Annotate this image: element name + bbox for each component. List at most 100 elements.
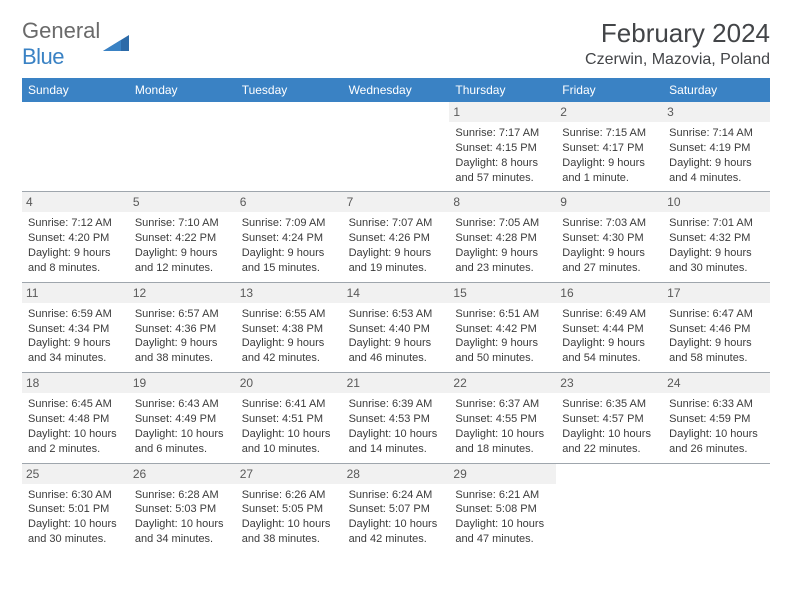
col-sat: Saturday	[663, 78, 770, 102]
day-number: 14	[343, 283, 450, 303]
day-number: 11	[22, 283, 129, 303]
calendar-cell: 25 Sunrise: 6:30 AMSunset: 5:01 PMDayligh…	[22, 464, 129, 553]
sun-details: Sunrise: 6:53 AMSunset: 4:40 PMDaylight:…	[349, 307, 444, 366]
day-number: 22	[449, 373, 556, 393]
calendar-cell: 12Sunrise: 6:57 AMSunset: 4:36 PMDayligh…	[129, 283, 236, 372]
sun-details: Sunrise: 6:49 AMSunset: 4:44 PMDaylight:…	[562, 307, 657, 366]
col-wed: Wednesday	[343, 78, 450, 102]
calendar-cell	[236, 102, 343, 191]
col-mon: Monday	[129, 78, 236, 102]
calendar-cell: 1 Sunrise: 7:17 AMSunset: 4:15 PMDaylight…	[449, 102, 556, 191]
day-number: 13	[236, 283, 343, 303]
calendar-week: 1 Sunrise: 7:17 AMSunset: 4:15 PMDaylight…	[22, 102, 770, 191]
calendar-week: 4 Sunrise: 7:12 AMSunset: 4:20 PMDaylight…	[22, 191, 770, 281]
calendar-cell: 29 Sunrise: 6:21 AMSunset: 5:08 PMDayligh…	[449, 464, 556, 553]
col-thu: Thursday	[449, 78, 556, 102]
day-number: 8	[449, 192, 556, 212]
calendar-cell: 8 Sunrise: 7:05 AMSunset: 4:28 PMDaylight…	[449, 192, 556, 281]
calendar-cell: 28Sunrise: 6:24 AMSunset: 5:07 PMDayligh…	[343, 464, 450, 553]
sun-details: Sunrise: 7:09 AMSunset: 4:24 PMDaylight:…	[242, 216, 337, 275]
calendar-cell	[129, 102, 236, 191]
triangle-icon	[103, 35, 129, 56]
sun-details: Sunrise: 6:21 AMSunset: 5:08 PMDaylight:…	[455, 488, 550, 547]
calendar-week: 11 Sunrise: 6:59 AMSunset: 4:34 PMDayligh…	[22, 282, 770, 372]
sun-details: Sunrise: 6:59 AMSunset: 4:34 PMDaylight:…	[28, 307, 123, 366]
calendar-cell: 2 Sunrise: 7:15 AMSunset: 4:17 PMDaylight…	[556, 102, 663, 191]
day-number: 26	[129, 464, 236, 484]
day-number: 3	[663, 102, 770, 122]
calendar-week: 18 Sunrise: 6:45 AMSunset: 4:48 PMDayligh…	[22, 372, 770, 462]
calendar-cell: 15 Sunrise: 6:51 AMSunset: 4:42 PMDayligh…	[449, 283, 556, 372]
sun-details: Sunrise: 7:17 AMSunset: 4:15 PMDaylight:…	[455, 126, 550, 185]
calendar-cell	[556, 464, 663, 553]
calendar-cell	[663, 464, 770, 553]
day-number: 20	[236, 373, 343, 393]
calendar-cell: 19Sunrise: 6:43 AMSunset: 4:49 PMDayligh…	[129, 373, 236, 462]
calendar-cell	[22, 102, 129, 191]
sun-details: Sunrise: 7:14 AMSunset: 4:19 PMDaylight:…	[669, 126, 764, 185]
col-sun: Sunday	[22, 78, 129, 102]
calendar-cell: 23 Sunrise: 6:35 AMSunset: 4:57 PMDayligh…	[556, 373, 663, 462]
day-number: 23	[556, 373, 663, 393]
calendar-cell: 3 Sunrise: 7:14 AMSunset: 4:19 PMDaylight…	[663, 102, 770, 191]
location-text: Czerwin, Mazovia, Poland	[585, 51, 770, 69]
sun-details: Sunrise: 6:45 AMSunset: 4:48 PMDaylight:…	[28, 397, 123, 456]
sun-details: Sunrise: 7:12 AMSunset: 4:20 PMDaylight:…	[28, 216, 123, 275]
calendar-cell: 20Sunrise: 6:41 AMSunset: 4:51 PMDayligh…	[236, 373, 343, 462]
calendar-cell: 9Sunrise: 7:03 AMSunset: 4:30 PMDaylight…	[556, 192, 663, 281]
calendar-cell	[343, 102, 450, 191]
col-fri: Friday	[556, 78, 663, 102]
day-number: 6	[236, 192, 343, 212]
page-title: February 2024	[585, 18, 770, 49]
sun-details: Sunrise: 6:37 AMSunset: 4:55 PMDaylight:…	[455, 397, 550, 456]
sun-details: Sunrise: 6:47 AMSunset: 4:46 PMDaylight:…	[669, 307, 764, 366]
sun-details: Sunrise: 6:24 AMSunset: 5:07 PMDaylight:…	[349, 488, 444, 547]
calendar-header-row: Sunday Monday Tuesday Wednesday Thursday…	[22, 78, 770, 102]
day-number: 9	[556, 192, 663, 212]
day-number: 2	[556, 102, 663, 122]
sun-details: Sunrise: 6:33 AMSunset: 4:59 PMDaylight:…	[669, 397, 764, 456]
day-number: 5	[129, 192, 236, 212]
calendar-body: 1 Sunrise: 7:17 AMSunset: 4:15 PMDaylight…	[22, 102, 770, 553]
calendar-cell: 22 Sunrise: 6:37 AMSunset: 4:55 PMDayligh…	[449, 373, 556, 462]
calendar-cell: 6 Sunrise: 7:09 AMSunset: 4:24 PMDaylight…	[236, 192, 343, 281]
day-number: 18	[22, 373, 129, 393]
day-number: 1	[449, 102, 556, 122]
calendar-cell: 10 Sunrise: 7:01 AMSunset: 4:32 PMDayligh…	[663, 192, 770, 281]
day-number: 24	[663, 373, 770, 393]
calendar-cell: 16 Sunrise: 6:49 AMSunset: 4:44 PMDayligh…	[556, 283, 663, 372]
sun-details: Sunrise: 6:28 AMSunset: 5:03 PMDaylight:…	[135, 488, 230, 547]
sun-details: Sunrise: 6:51 AMSunset: 4:42 PMDaylight:…	[455, 307, 550, 366]
day-number: 10	[663, 192, 770, 212]
calendar-cell: 5 Sunrise: 7:10 AMSunset: 4:22 PMDaylight…	[129, 192, 236, 281]
sun-details: Sunrise: 6:39 AMSunset: 4:53 PMDaylight:…	[349, 397, 444, 456]
sun-details: Sunrise: 7:10 AMSunset: 4:22 PMDaylight:…	[135, 216, 230, 275]
calendar-cell: 17Sunrise: 6:47 AMSunset: 4:46 PMDayligh…	[663, 283, 770, 372]
day-number: 4	[22, 192, 129, 212]
sun-details: Sunrise: 6:57 AMSunset: 4:36 PMDaylight:…	[135, 307, 230, 366]
sun-details: Sunrise: 7:01 AMSunset: 4:32 PMDaylight:…	[669, 216, 764, 275]
day-number: 25	[22, 464, 129, 484]
sun-details: Sunrise: 7:07 AMSunset: 4:26 PMDaylight:…	[349, 216, 444, 275]
calendar-cell: 7Sunrise: 7:07 AMSunset: 4:26 PMDaylight…	[343, 192, 450, 281]
day-number: 16	[556, 283, 663, 303]
title-block: February 2024 Czerwin, Mazovia, Poland	[585, 18, 770, 69]
logo-text-blue: Blue	[22, 44, 64, 69]
day-number: 29	[449, 464, 556, 484]
sun-details: Sunrise: 7:15 AMSunset: 4:17 PMDaylight:…	[562, 126, 657, 185]
day-number: 19	[129, 373, 236, 393]
calendar-cell: 27Sunrise: 6:26 AMSunset: 5:05 PMDayligh…	[236, 464, 343, 553]
day-number: 21	[343, 373, 450, 393]
calendar-cell: 4 Sunrise: 7:12 AMSunset: 4:20 PMDaylight…	[22, 192, 129, 281]
day-number: 15	[449, 283, 556, 303]
logo-text-general: General	[22, 18, 100, 43]
logo: General Blue	[22, 18, 129, 70]
sun-details: Sunrise: 6:35 AMSunset: 4:57 PMDaylight:…	[562, 397, 657, 456]
sun-details: Sunrise: 7:05 AMSunset: 4:28 PMDaylight:…	[455, 216, 550, 275]
calendar-cell: 24 Sunrise: 6:33 AMSunset: 4:59 PMDayligh…	[663, 373, 770, 462]
header: General Blue February 2024 Czerwin, Mazo…	[22, 18, 770, 70]
sun-details: Sunrise: 6:30 AMSunset: 5:01 PMDaylight:…	[28, 488, 123, 547]
calendar-cell: 14 Sunrise: 6:53 AMSunset: 4:40 PMDayligh…	[343, 283, 450, 372]
calendar-cell: 13Sunrise: 6:55 AMSunset: 4:38 PMDayligh…	[236, 283, 343, 372]
calendar-cell: 26 Sunrise: 6:28 AMSunset: 5:03 PMDayligh…	[129, 464, 236, 553]
